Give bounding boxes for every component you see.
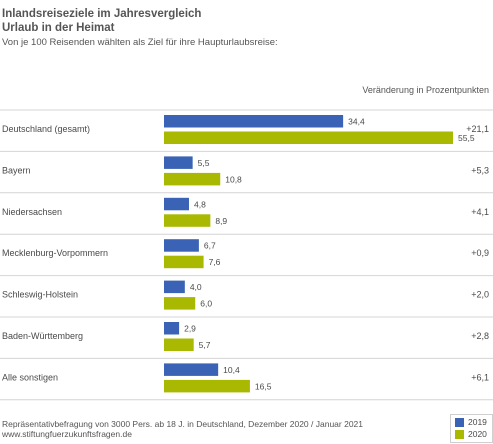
change-value: +0,9 xyxy=(471,248,489,258)
data-label-2020: 6,0 xyxy=(200,299,212,309)
category-label: Bayern xyxy=(2,165,31,175)
category-label: Mecklenburg-Vorpommern xyxy=(2,248,108,258)
chart-subtitle: Von je 100 Reisenden wählten als Ziel fü… xyxy=(2,37,278,48)
data-label-2019: 34,4 xyxy=(348,117,365,127)
legend-item-2019: 2019 xyxy=(455,416,492,428)
change-value: +2,8 xyxy=(471,331,489,341)
legend: 2019 2020 xyxy=(450,414,493,443)
bar-2019 xyxy=(164,156,193,169)
footer-source: Repräsentativbefragung von 3000 Pers. ab… xyxy=(2,419,364,429)
category-label: Deutschland (gesamt) xyxy=(2,124,90,134)
bar-2019 xyxy=(164,197,189,211)
data-label-2019: 4,0 xyxy=(190,282,202,292)
data-label-2020: 16,5 xyxy=(255,381,272,391)
legend-item-2020: 2020 xyxy=(455,428,492,440)
category-label: Alle sonstigen xyxy=(2,372,58,382)
data-label-2019: 4,8 xyxy=(194,199,206,209)
data-label-2019: 10,4 xyxy=(223,365,240,375)
bar-2020 xyxy=(164,379,250,393)
legend-swatch-2019 xyxy=(455,418,464,428)
data-label-2019: 5,5 xyxy=(198,158,210,168)
bar-2019 xyxy=(164,280,185,294)
data-label-2020: 7,6 xyxy=(209,257,221,267)
change-value: +4,1 xyxy=(471,207,489,217)
bar-2020 xyxy=(164,297,196,310)
footer: Repräsentativbefragung von 3000 Pers. ab… xyxy=(2,419,363,439)
change-value: +5,3 xyxy=(471,165,489,175)
data-label-2019: 6,7 xyxy=(204,241,216,251)
change-value: +21,1 xyxy=(466,124,489,134)
bar-2020 xyxy=(164,338,194,351)
data-label-2020: 5,7 xyxy=(199,340,211,350)
legend-label-2019: 2019 xyxy=(468,417,487,427)
data-label-2020: 10,8 xyxy=(225,174,242,184)
footer-url: www.stiftungfuerzukunftsfragen.de xyxy=(2,429,132,439)
change-value: +6,1 xyxy=(471,372,489,382)
change-value: +2,0 xyxy=(471,290,489,300)
bar-2019 xyxy=(164,363,219,376)
legend-swatch-2020 xyxy=(455,430,464,440)
bar-2019 xyxy=(164,322,180,335)
data-label-2019: 2,9 xyxy=(184,324,196,334)
change-column-header: Veränderung in Prozentpunkten xyxy=(362,85,489,95)
bar-2019 xyxy=(164,239,199,252)
bar-2020 xyxy=(164,214,211,227)
bar-2020 xyxy=(164,131,453,144)
category-label: Baden-Württemberg xyxy=(2,331,83,341)
category-label: Niedersachsen xyxy=(2,207,62,217)
chart-title: Inlandsreiseziele im Jahresvergleich Url… xyxy=(2,7,201,35)
chart-title-line2: Urlaub in der Heimat xyxy=(2,22,115,34)
bar-2020 xyxy=(164,255,204,269)
legend-label-2020: 2020 xyxy=(468,429,487,439)
category-label: Schleswig-Holstein xyxy=(2,290,78,300)
bar-2019 xyxy=(164,115,344,128)
data-label-2020: 8,9 xyxy=(215,216,227,226)
chart-title-line1: Inlandsreiseziele im Jahresvergleich xyxy=(2,8,202,20)
data-label-2020: 55,5 xyxy=(458,133,475,143)
bar-2020 xyxy=(164,172,221,186)
